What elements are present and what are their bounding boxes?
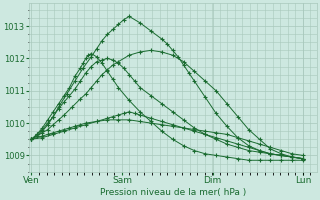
X-axis label: Pression niveau de la mer( hPa ): Pression niveau de la mer( hPa ): [100, 188, 246, 197]
